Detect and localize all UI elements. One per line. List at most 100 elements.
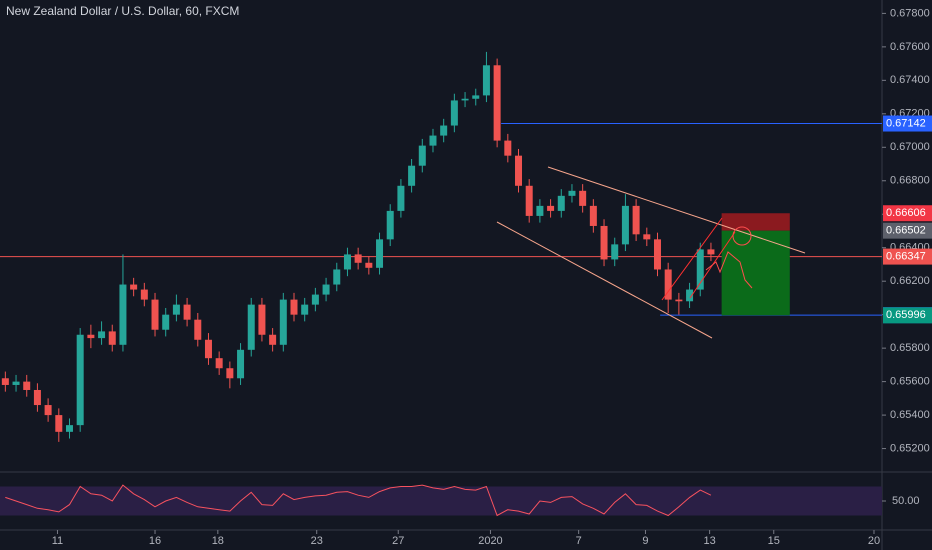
candle-body (215, 358, 223, 369)
candle-body (461, 98, 469, 101)
candle-body (440, 125, 448, 136)
candle-body (482, 65, 490, 96)
rsi-band (0, 486, 882, 516)
price-label-bg (883, 222, 932, 239)
candle-body (172, 304, 180, 315)
candle-body (322, 284, 330, 295)
candle-body (279, 299, 287, 345)
candle-body (386, 210, 394, 240)
price-label: 0.66347 (886, 250, 926, 262)
candle-body (547, 205, 555, 211)
candle-body (354, 254, 362, 263)
y-tick-label: 0.66200 (890, 275, 930, 287)
rsi-tick-label: 50.00 (892, 495, 920, 507)
x-tick-label: 20 (868, 535, 880, 547)
x-tick-label: 11 (52, 535, 63, 547)
candle-body (12, 381, 20, 385)
x-tick-label: 2020 (478, 535, 502, 547)
candle-body (98, 331, 106, 339)
candle-body (504, 140, 512, 156)
x-tick-label: 16 (149, 535, 161, 547)
candle-body (579, 190, 587, 206)
candle-body (301, 304, 309, 315)
candle-body (429, 135, 437, 146)
candle-body (119, 284, 127, 345)
sketch (705, 251, 753, 289)
y-tick-label: 0.67600 (890, 41, 930, 53)
price-label: 0.65996 (886, 309, 926, 321)
price-label-bg (883, 307, 932, 324)
candle-body (311, 294, 319, 305)
candle-body (247, 304, 255, 350)
drawings (496, 166, 806, 339)
candle-body (472, 95, 480, 99)
candle-body (376, 239, 384, 268)
y-tick-label: 0.65200 (890, 442, 930, 454)
candle-body (140, 289, 148, 300)
price-label: 0.66606 (886, 207, 926, 219)
candle-body (632, 205, 640, 235)
stop-zone (721, 213, 790, 231)
y-tick-label: 0.65800 (890, 342, 930, 354)
y-tick-label: 0.67800 (890, 7, 930, 19)
y-tick-label: 0.65600 (890, 376, 930, 388)
x-tick-label: 7 (576, 535, 582, 547)
candle-body (333, 269, 341, 285)
wedge-upper (661, 217, 723, 301)
candle-body (707, 249, 715, 255)
channel-upper (547, 166, 806, 254)
candle-body (237, 349, 245, 379)
candle-body (44, 405, 52, 416)
candle-body (151, 299, 159, 330)
candle-body (76, 334, 84, 426)
x-tick-label: 15 (768, 535, 780, 547)
candle-body (343, 254, 351, 270)
candle-body (525, 185, 533, 216)
candle-body (130, 284, 138, 290)
candle-body (269, 334, 277, 345)
candle-body (686, 289, 694, 302)
channel-lower (496, 221, 713, 339)
candle-body (1, 378, 9, 385)
price-label-bg (883, 205, 932, 222)
y-tick-label: 0.65400 (890, 409, 930, 421)
price-label: 0.67142 (886, 117, 926, 129)
candle-body (397, 185, 405, 211)
candle-body (87, 334, 95, 339)
candle-body (600, 225, 608, 260)
x-tick-label: 18 (212, 535, 224, 547)
candle-body (675, 299, 683, 302)
y-tick-label: 0.66800 (890, 175, 930, 187)
sketch-circle (732, 226, 752, 246)
candle-body (33, 389, 41, 406)
price-label: 0.66502 (886, 225, 926, 237)
candle-body (450, 100, 458, 126)
y-tick-label: 0.67000 (890, 141, 930, 153)
candle-body (611, 244, 619, 260)
candle-body (621, 205, 629, 245)
target-zone (721, 230, 790, 316)
candle-body (653, 239, 661, 270)
candle-body (418, 145, 426, 166)
candle-body (568, 190, 576, 196)
price-label-bg (883, 115, 932, 132)
candle-body (536, 205, 544, 216)
candle-body (65, 425, 73, 432)
price-label-bg (883, 248, 932, 265)
candle-body (408, 165, 416, 186)
candle-body (204, 339, 212, 359)
x-tick-label: 27 (392, 535, 404, 547)
x-tick-label: 9 (642, 535, 648, 547)
candle-body (515, 155, 523, 186)
candle-body (183, 304, 191, 320)
chart-title: New Zealand Dollar / U.S. Dollar, 60, FX… (6, 4, 239, 18)
candle-body (589, 205, 597, 226)
candle-body (290, 299, 298, 315)
x-tick-label: 23 (311, 535, 323, 547)
candle-body (643, 234, 651, 240)
candle-body (194, 319, 202, 340)
candle-body (365, 262, 373, 268)
